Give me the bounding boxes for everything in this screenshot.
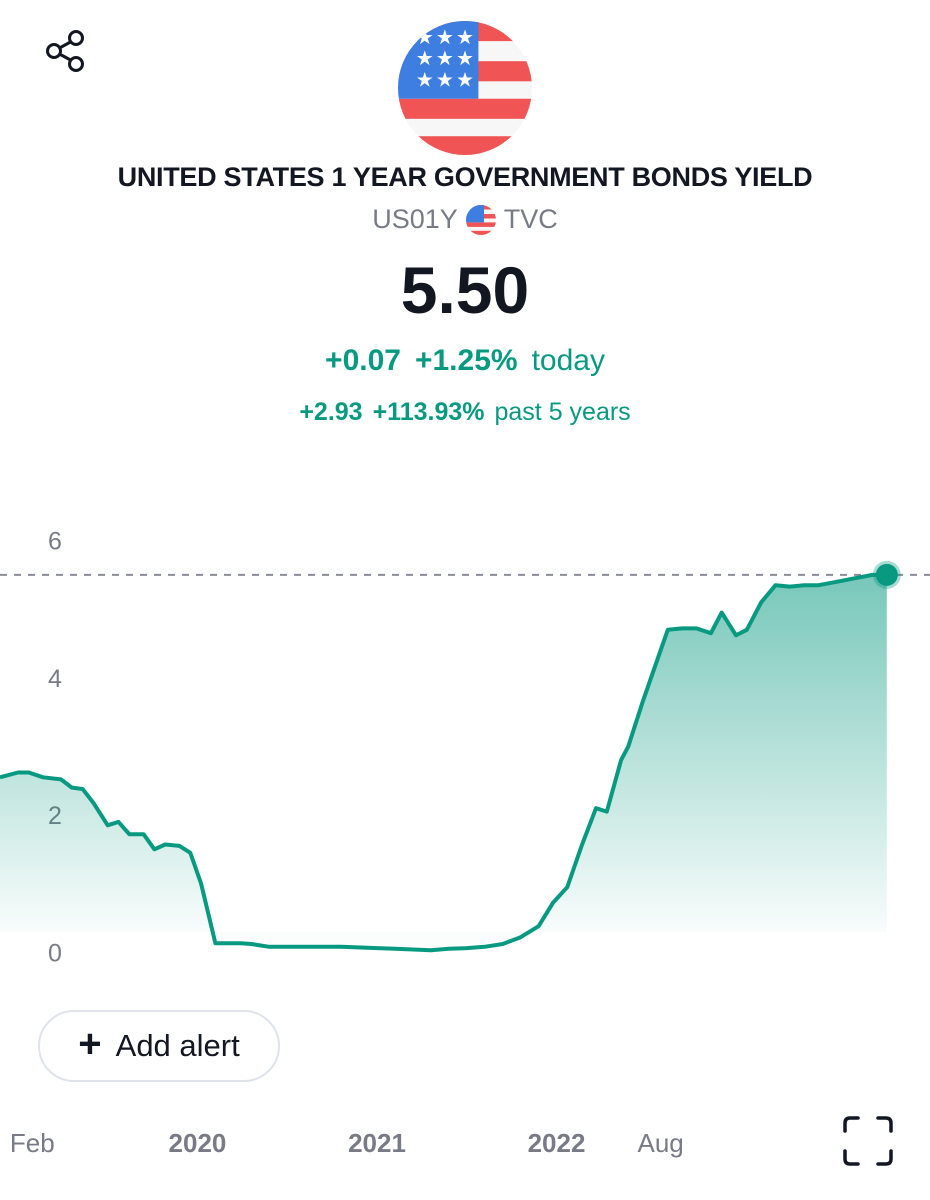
data-point xyxy=(59,777,63,781)
data-point xyxy=(106,823,110,827)
data-point xyxy=(213,941,217,945)
x-tick-label: 2020 xyxy=(168,1128,227,1158)
today-change: +0.07 xyxy=(325,344,401,377)
data-point xyxy=(551,901,555,905)
yield-area-fill xyxy=(0,574,887,951)
data-point xyxy=(519,935,523,939)
svg-text:★: ★ xyxy=(436,25,454,49)
data-point xyxy=(447,947,451,951)
data-point xyxy=(41,775,45,779)
yield-line xyxy=(0,572,887,953)
data-point xyxy=(734,633,738,637)
svg-text:★: ★ xyxy=(436,46,454,70)
data-point xyxy=(774,583,778,587)
data-point xyxy=(339,945,343,949)
data-point xyxy=(411,948,415,952)
data-point xyxy=(483,945,487,949)
period-label: past 5 years xyxy=(494,398,631,426)
today-label: today xyxy=(531,344,605,377)
exchange-label: TVC xyxy=(503,204,558,234)
data-point xyxy=(835,580,839,584)
data-point xyxy=(745,628,749,632)
data-point xyxy=(393,947,397,951)
instrument-title: UNITED STATES 1 YEAR GOVERNMENT BONDS YI… xyxy=(117,162,813,192)
data-point xyxy=(695,626,699,630)
x-tick-label: 2021 xyxy=(348,1128,406,1158)
data-point xyxy=(303,945,307,949)
data-point xyxy=(249,942,253,946)
data-point xyxy=(142,832,146,836)
period-change-row: +2.93 +113.93% past 5 years xyxy=(0,398,930,427)
data-point xyxy=(375,946,379,950)
data-point xyxy=(802,583,806,587)
svg-text:★: ★ xyxy=(416,46,434,70)
today-change-row: +0.07 +1.25% today xyxy=(0,344,930,378)
data-point xyxy=(465,946,469,950)
data-point xyxy=(619,758,623,762)
data-point xyxy=(163,843,167,847)
data-point xyxy=(267,945,271,949)
share-icon[interactable] xyxy=(40,24,92,76)
fullscreen-icon[interactable] xyxy=(842,1115,894,1167)
data-point xyxy=(537,924,541,928)
last-price-marker xyxy=(872,560,901,589)
today-change-percent: +1.25% xyxy=(414,344,518,377)
data-point xyxy=(580,844,584,848)
add-alert-label: Add alert xyxy=(115,1028,240,1063)
period-change: +2.93 xyxy=(299,398,363,426)
data-point xyxy=(27,770,31,774)
data-point xyxy=(817,583,821,587)
data-point xyxy=(709,631,713,635)
y-tick-label: 0 xyxy=(48,939,62,967)
data-point xyxy=(594,806,598,810)
x-tick-label: Feb xyxy=(9,1128,55,1158)
x-tick-label: Aug xyxy=(637,1128,684,1158)
data-point xyxy=(116,820,120,824)
y-tick-label: 6 xyxy=(48,528,62,556)
symbol-label: US01Y xyxy=(372,204,458,234)
svg-text:★: ★ xyxy=(456,68,474,92)
data-point xyxy=(565,885,569,889)
data-point xyxy=(626,744,630,748)
data-point xyxy=(759,600,763,604)
data-point xyxy=(666,628,670,632)
data-point xyxy=(16,770,20,774)
svg-text:★: ★ xyxy=(456,46,474,70)
data-point xyxy=(501,942,505,946)
svg-text:★: ★ xyxy=(456,25,474,49)
instrument-subtitle: US01Y TVC xyxy=(0,204,930,235)
data-point xyxy=(152,847,156,851)
us-flag-icon: ★ ★ ★ ★ ★ ★ ★ ★ ★ xyxy=(398,21,532,155)
data-point xyxy=(178,844,182,848)
data-point xyxy=(605,810,609,814)
data-point xyxy=(680,626,684,630)
add-alert-button[interactable]: + Add alert xyxy=(38,1010,280,1082)
data-point xyxy=(720,611,724,615)
data-point xyxy=(239,941,243,945)
data-point xyxy=(127,832,131,836)
svg-text:★: ★ xyxy=(416,68,434,92)
data-point xyxy=(188,851,192,855)
data-point xyxy=(788,585,792,589)
data-point xyxy=(91,801,95,805)
plus-icon: + xyxy=(78,1022,102,1066)
svg-text:★: ★ xyxy=(436,68,454,92)
period-change-percent: +113.93% xyxy=(372,398,485,426)
data-point xyxy=(70,786,74,790)
data-point xyxy=(224,941,228,945)
data-point xyxy=(429,948,433,952)
data-point xyxy=(199,882,203,886)
data-point xyxy=(81,787,85,791)
data-point xyxy=(641,700,645,704)
data-point xyxy=(655,659,659,663)
us-flag-small-icon xyxy=(465,204,496,235)
last-price: 5.50 xyxy=(400,253,530,327)
y-tick-label: 4 xyxy=(48,665,62,693)
x-tick-label: 2022 xyxy=(527,1128,586,1158)
data-point xyxy=(853,576,857,580)
